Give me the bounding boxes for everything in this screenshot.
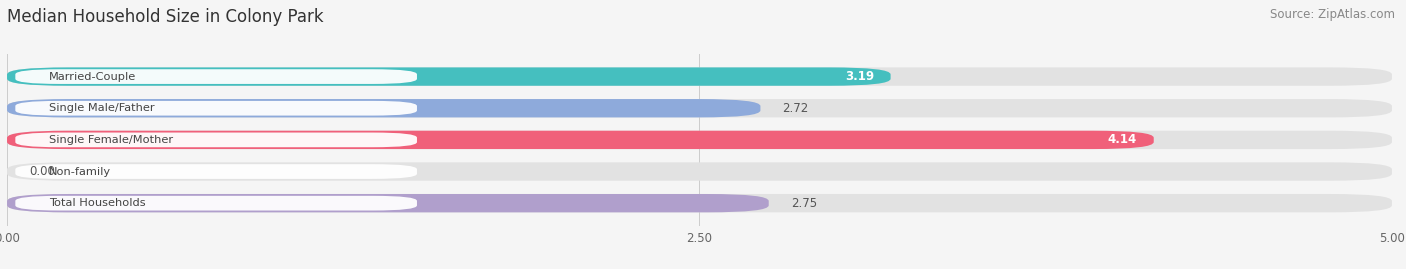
Text: 4.14: 4.14	[1108, 133, 1137, 146]
FancyBboxPatch shape	[15, 164, 418, 179]
Text: Single Female/Mother: Single Female/Mother	[49, 135, 173, 145]
Text: 2.75: 2.75	[792, 197, 817, 210]
FancyBboxPatch shape	[7, 194, 769, 212]
Text: Married-Couple: Married-Couple	[49, 72, 136, 82]
Text: 2.72: 2.72	[783, 102, 808, 115]
FancyBboxPatch shape	[15, 101, 418, 116]
Text: Total Households: Total Households	[49, 198, 145, 208]
Text: 3.19: 3.19	[845, 70, 875, 83]
FancyBboxPatch shape	[7, 99, 1392, 117]
Text: Single Male/Father: Single Male/Father	[49, 103, 155, 113]
FancyBboxPatch shape	[7, 68, 890, 86]
FancyBboxPatch shape	[7, 99, 761, 117]
FancyBboxPatch shape	[7, 131, 1392, 149]
Text: 0.00: 0.00	[30, 165, 55, 178]
FancyBboxPatch shape	[7, 194, 1392, 212]
FancyBboxPatch shape	[7, 131, 1154, 149]
FancyBboxPatch shape	[15, 69, 418, 84]
FancyBboxPatch shape	[7, 162, 1392, 181]
FancyBboxPatch shape	[15, 196, 418, 211]
Text: Median Household Size in Colony Park: Median Household Size in Colony Park	[7, 8, 323, 26]
FancyBboxPatch shape	[15, 133, 418, 147]
FancyBboxPatch shape	[7, 68, 1392, 86]
Text: Source: ZipAtlas.com: Source: ZipAtlas.com	[1270, 8, 1395, 21]
Text: Non-family: Non-family	[49, 167, 111, 176]
